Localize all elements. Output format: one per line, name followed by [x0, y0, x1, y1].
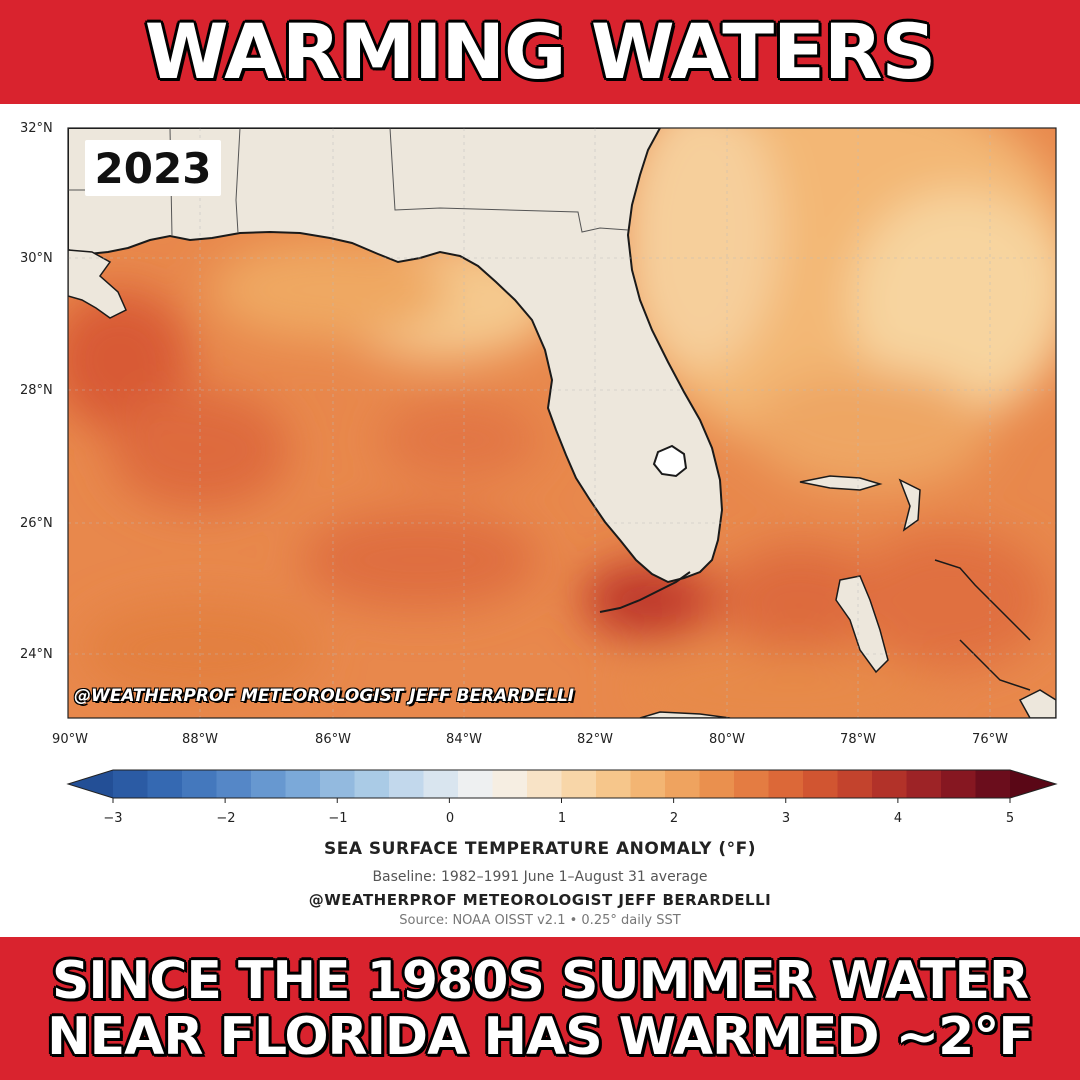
colorbar-high-extend: [1010, 770, 1056, 798]
colorbar-tick: 5: [1005, 811, 1015, 826]
baseline-note: Baseline: 1982–1991 June 1–August 31 ave…: [372, 869, 708, 885]
lon-tick-78: 78°W: [840, 732, 876, 747]
anomaly-field: [68, 128, 1056, 718]
bahamas-grand-bahama: [799, 475, 883, 491]
colorbar-segment: [423, 770, 459, 798]
colorbar-title: SEA SURFACE TEMPERATURE ANOMALY (°F): [323, 839, 757, 859]
footer-line-1: SINCE THE 1980S SUMMER WATER: [51, 950, 1029, 1011]
colorbar-segment: [492, 770, 528, 798]
colorbar-segment: [837, 770, 873, 798]
colorbar-segment: [285, 770, 321, 798]
lon-tick-76: 76°W: [972, 732, 1008, 747]
lat-tick-26: 26°N: [20, 516, 53, 531]
map-frame: [67, 127, 1057, 719]
lon-tick-84: 84°W: [446, 732, 482, 747]
sst-anomaly-map: [0, 104, 1080, 760]
colorbar-segment: [216, 770, 252, 798]
colorbar-segment: [147, 770, 183, 798]
data-source: Source: NOAA OISST v2.1 • 0.25° daily SS…: [399, 913, 681, 928]
colorbar-segment: [768, 770, 804, 798]
colorbar-segment: [596, 770, 631, 798]
colorbar-tick: −3: [103, 811, 123, 826]
colorbar: [66, 769, 1058, 803]
lon-tick-86: 86°W: [315, 732, 351, 747]
colorbar-tick: 1: [557, 811, 567, 826]
lat-tick-24: 24°N: [20, 647, 53, 662]
lake-okeechobee: [652, 444, 688, 478]
colorbar-tick: 3: [781, 811, 791, 826]
colorbar-segment: [561, 770, 597, 798]
colorbar-tick: 2: [669, 811, 679, 826]
lon-tick-82: 82°W: [577, 732, 613, 747]
colorbar-low-extend: [68, 770, 113, 798]
colorbar-segment: [699, 770, 735, 798]
colorbar-tick: 4: [893, 811, 903, 826]
map-svg: [67, 127, 1057, 719]
colorbar-tick: −1: [328, 811, 348, 826]
lat-tick-32: 32°N: [20, 121, 53, 136]
bahamas-andros: [835, 575, 889, 674]
colorbar-segment: [182, 770, 217, 798]
bahamas-abaco: [898, 478, 921, 532]
colorbar-segment: [872, 770, 907, 798]
lat-tick-28: 28°N: [20, 383, 53, 398]
header-banner: WARMING WATERS: [0, 0, 1080, 104]
colorbar-tick: 0: [445, 811, 455, 826]
colorbar-segment: [320, 770, 355, 798]
colorbar-segment: [906, 770, 942, 798]
year-label: 2023: [85, 140, 221, 196]
footer-line-2: NEAR FLORIDA HAS WARMED ~2°F: [47, 1006, 1034, 1067]
colorbar-segment: [527, 770, 562, 798]
colorbar-segment: [665, 770, 700, 798]
lon-tick-88: 88°W: [182, 732, 218, 747]
colorbar-segment: [458, 770, 493, 798]
colorbar-segment: [389, 770, 424, 798]
lon-tick-90: 90°W: [52, 732, 88, 747]
headline: WARMING WATERS: [144, 7, 936, 96]
florida-landmass: [68, 128, 724, 584]
colorbar-tick: −2: [216, 811, 236, 826]
cuba-coast: [639, 689, 1056, 718]
colorbar-segment: [113, 770, 148, 798]
author-credit: @WEATHERPROF METEOROLOGIST JEFF BERARDEL…: [308, 891, 772, 909]
louisiana-coast: [68, 249, 127, 319]
footer-banner: SINCE THE 1980S SUMMER WATER NEAR FLORID…: [0, 937, 1080, 1080]
colorbar-segment: [975, 770, 1011, 798]
colorbar-segment: [251, 770, 286, 798]
map-credit-overlay: @WEATHERPROF METEOROLOGIST JEFF BERARDEL…: [74, 686, 575, 706]
lat-tick-30: 30°N: [20, 251, 53, 266]
colorbar-segment: [354, 770, 390, 798]
lon-tick-80: 80°W: [709, 732, 745, 747]
colorbar-segment: [803, 770, 838, 798]
florida-keys: [599, 571, 691, 613]
colorbar-segment: [941, 770, 976, 798]
colorbar-segment: [734, 770, 769, 798]
colorbar-segment: [630, 770, 666, 798]
graticule: [68, 128, 1056, 718]
